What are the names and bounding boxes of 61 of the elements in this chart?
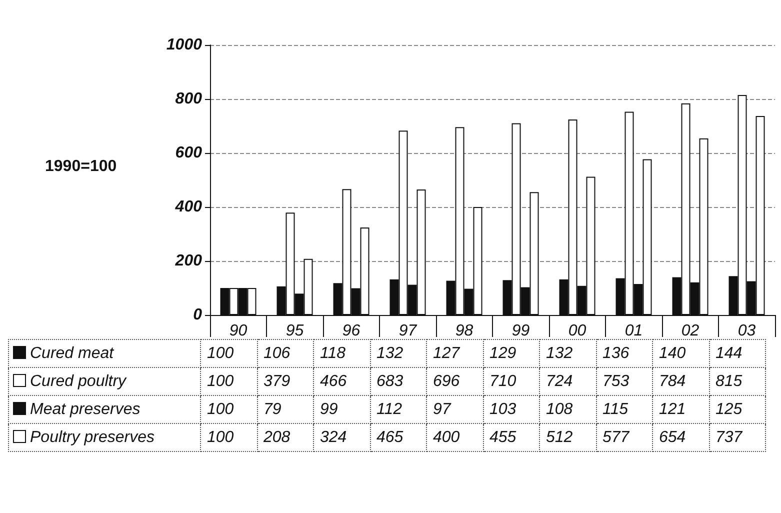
x-tick-label: 97 xyxy=(398,322,418,340)
x-tick-label: 98 xyxy=(455,322,474,340)
data-label: 683 xyxy=(370,368,426,396)
y-axis-title: 1990=100 xyxy=(45,158,117,176)
data-label: 455 xyxy=(483,424,540,452)
data-label: 466 xyxy=(314,368,370,396)
x-tick-label: 96 xyxy=(342,322,360,340)
x-tick-label: 03 xyxy=(738,322,756,340)
data-label: 465 xyxy=(370,424,426,452)
data-label: 100 xyxy=(200,424,257,452)
y-tick-label: 400 xyxy=(174,198,202,216)
data-label: 103 xyxy=(483,396,540,424)
data-label: 696 xyxy=(426,368,483,396)
legend-label: Cured meat xyxy=(8,340,200,368)
data-label: 208 xyxy=(257,424,314,452)
data-label: 753 xyxy=(596,368,652,396)
x-tick-label: 00 xyxy=(568,322,586,340)
data-label: 815 xyxy=(709,368,766,396)
data-label: 118 xyxy=(314,340,370,368)
y-tick-label: 800 xyxy=(175,90,202,108)
data-label: 132 xyxy=(540,340,596,368)
data-label: 737 xyxy=(709,424,766,452)
data-label: 129 xyxy=(483,340,540,368)
data-label: 136 xyxy=(596,340,652,368)
data-label: 724 xyxy=(540,368,596,396)
x-tick-label: 95 xyxy=(286,322,304,340)
data-label: 379 xyxy=(257,368,314,396)
data-label: 97 xyxy=(426,396,483,424)
x-tick-label: 02 xyxy=(681,322,700,340)
y-tick-label: 1000 xyxy=(166,36,202,54)
x-tick-label: 99 xyxy=(512,322,530,340)
data-label: 577 xyxy=(596,424,652,452)
data-label: 121 xyxy=(652,396,709,424)
data-label: 127 xyxy=(426,340,483,368)
y-tick-label: 0 xyxy=(193,306,202,324)
data-label: 108 xyxy=(540,396,596,424)
data-label: 140 xyxy=(652,340,709,368)
data-label: 710 xyxy=(483,368,540,396)
data-label: 132 xyxy=(370,340,426,368)
data-label: 512 xyxy=(540,424,596,452)
legend-label: Cured poultry xyxy=(8,368,200,396)
data-label: 100 xyxy=(200,368,257,396)
y-tick-label: 600 xyxy=(175,144,202,162)
data-label: 112 xyxy=(370,396,426,424)
data-label: 125 xyxy=(709,396,766,424)
x-tick-label: 01 xyxy=(624,322,643,340)
data-label: 79 xyxy=(257,396,314,424)
data-label: 324 xyxy=(314,424,370,452)
data-label: 784 xyxy=(652,368,709,396)
data-label: 654 xyxy=(652,424,709,452)
legend-label: Meat preserves xyxy=(8,396,200,424)
data-label: 100 xyxy=(200,340,257,368)
data-label: 400 xyxy=(426,424,483,452)
data-label: 99 xyxy=(314,396,370,424)
data-label: 100 xyxy=(200,396,257,424)
data-label: 115 xyxy=(596,396,652,424)
data-label: 106 xyxy=(257,340,314,368)
data-label: 144 xyxy=(709,340,766,368)
x-tick-label: 90 xyxy=(229,322,248,340)
legend-label: Poultry preserves xyxy=(8,424,200,452)
y-tick-label: 200 xyxy=(174,252,202,270)
